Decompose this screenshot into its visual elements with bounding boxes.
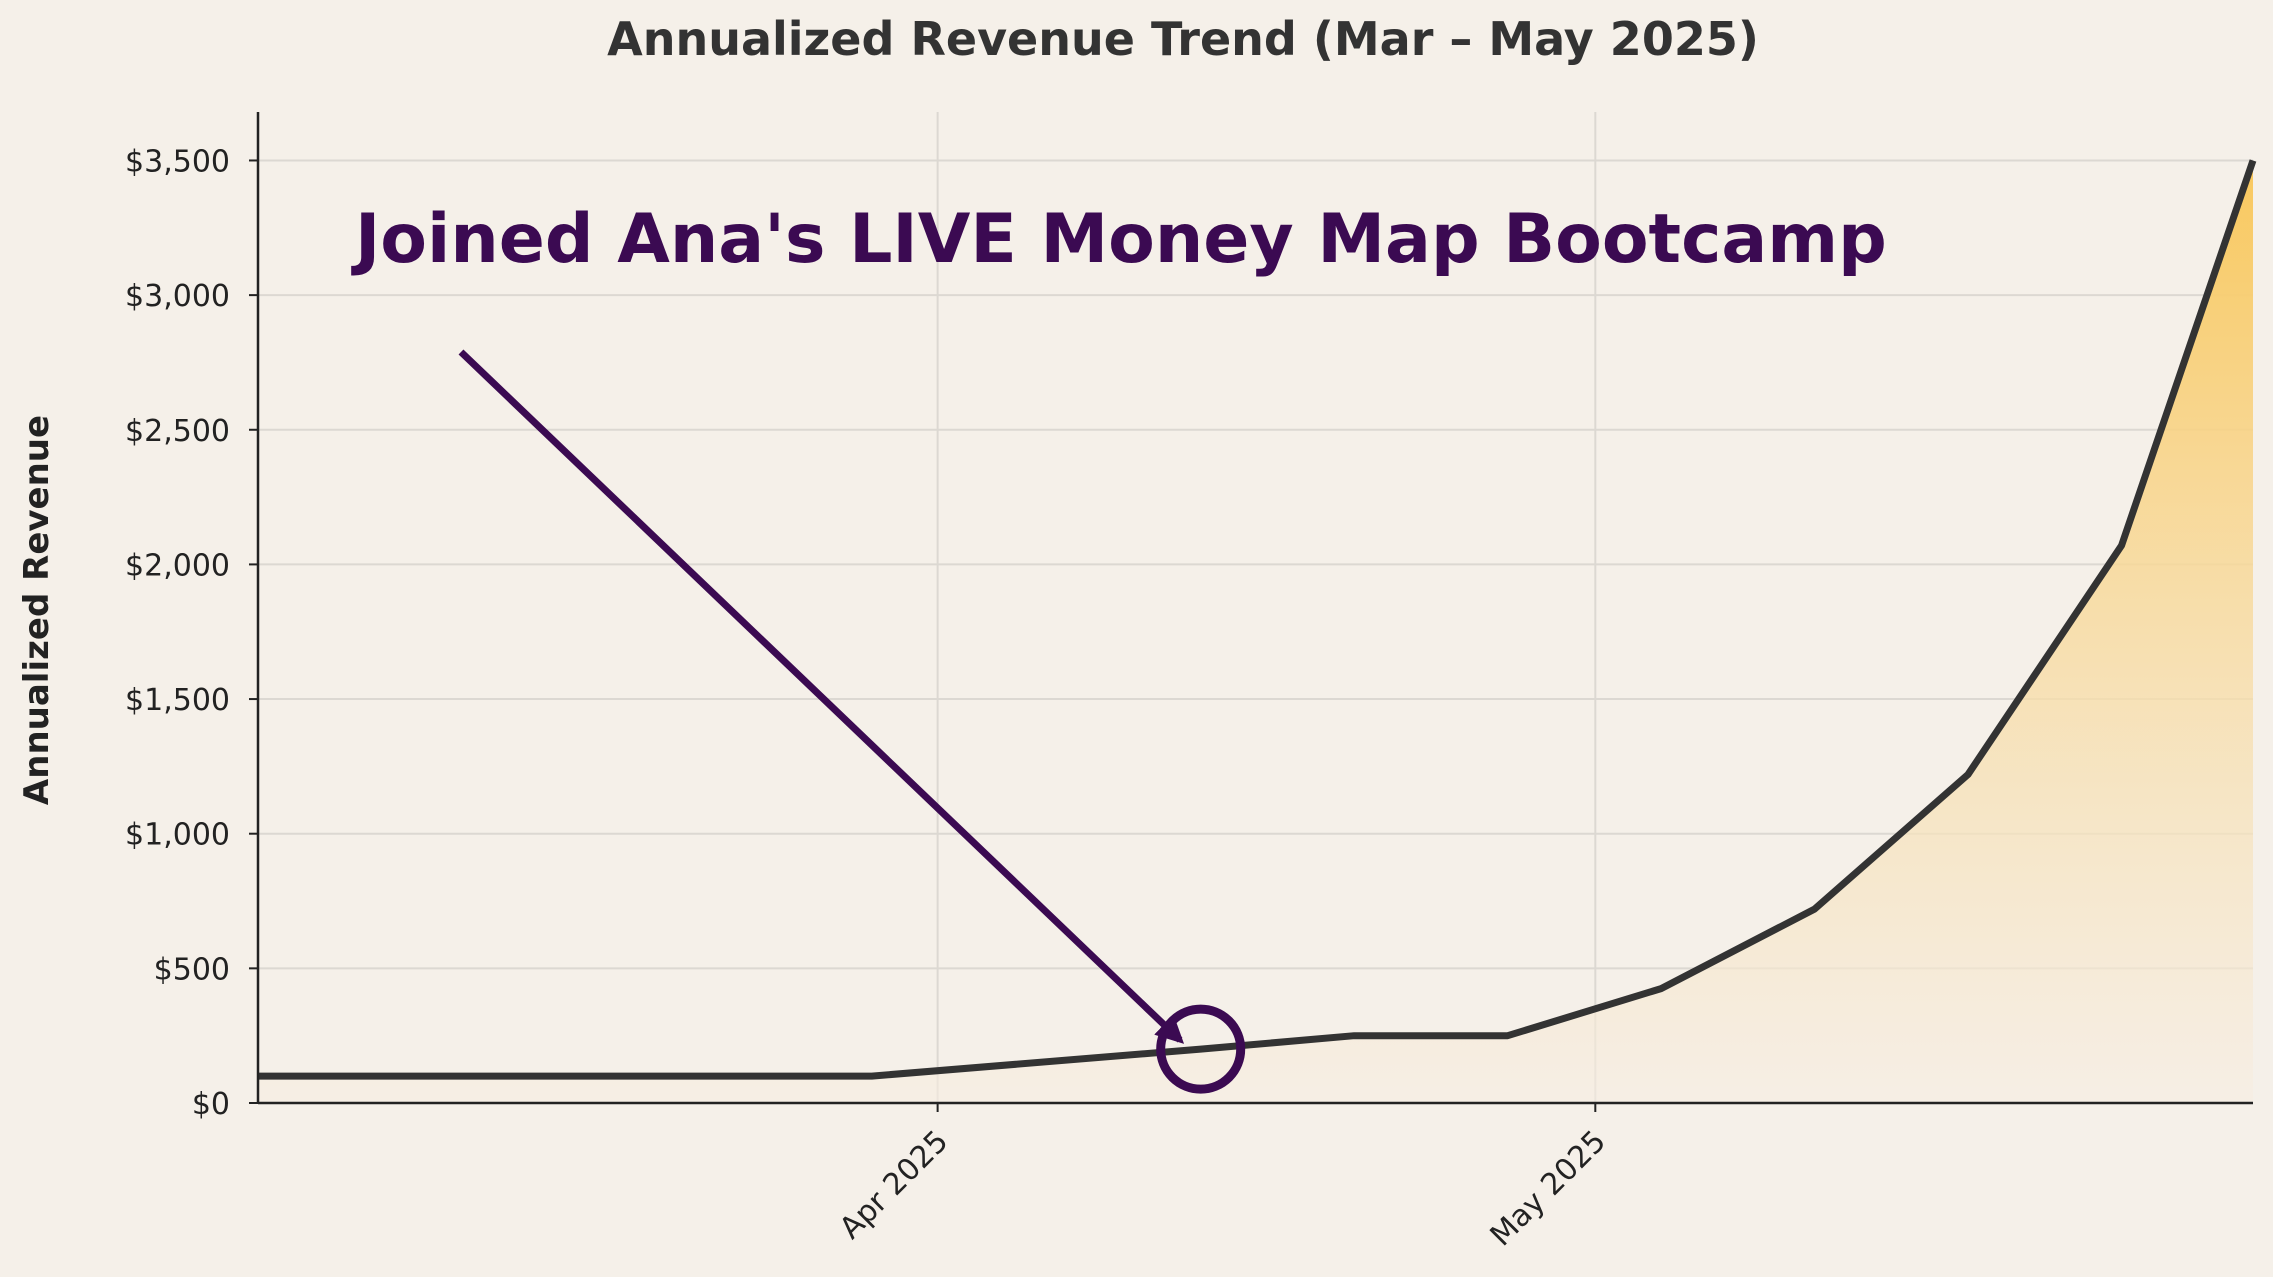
y-axis-label: Annualized Revenue: [17, 415, 57, 805]
y-tick-label: $1,000: [125, 818, 230, 853]
annotation-marker-circle: [1156, 1004, 1246, 1094]
revenue-area-fill: [258, 160, 2253, 1103]
revenue-series-line: [258, 159, 2257, 1080]
annotation-text: Joined Ana's LIVE Money Map Bootcamp: [351, 200, 1887, 279]
y-tick-label: $0: [192, 1087, 230, 1122]
x-axis-ticks: Apr 2025 May 2025: [833, 1103, 1613, 1253]
x-tick-label: Apr 2025: [833, 1124, 955, 1246]
grid: [258, 112, 2253, 1103]
annotation-arrow: [458, 349, 1185, 1044]
y-tick-label: $3,500: [125, 144, 230, 179]
y-tick-label: $500: [154, 952, 230, 987]
x-tick-label: May 2025: [1484, 1124, 1613, 1253]
chart-title: Annualized Revenue Trend (Mar – May 2025…: [607, 12, 1759, 66]
y-axis-ticks: $0 $500 $1,000 $1,500 $2,000 $2,500 $3,000 $3,5…: [125, 144, 258, 1122]
y-tick-label: $1,500: [125, 683, 230, 718]
y-tick-label: $2,500: [125, 414, 230, 449]
y-tick-label: $3,000: [125, 279, 230, 314]
y-tick-label: $2,000: [125, 548, 230, 583]
